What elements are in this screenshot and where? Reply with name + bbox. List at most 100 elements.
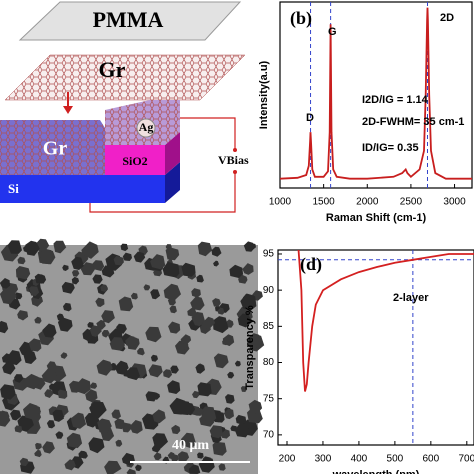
grain — [169, 305, 177, 314]
grain — [75, 378, 91, 395]
grain — [96, 359, 113, 376]
grain — [89, 325, 102, 337]
grain — [150, 254, 166, 270]
grain — [167, 297, 176, 306]
grain — [25, 373, 40, 390]
grain — [64, 459, 76, 471]
grain — [120, 243, 129, 252]
grain — [15, 266, 31, 280]
grain — [137, 347, 145, 356]
grain — [2, 361, 16, 375]
grain — [191, 288, 201, 298]
grain — [90, 382, 98, 389]
grain — [122, 252, 132, 261]
grain — [197, 382, 212, 397]
grain — [130, 292, 138, 300]
plot-frame — [279, 1, 473, 189]
vbias-label: VBias — [218, 153, 249, 167]
y-tick-label: 80 — [263, 357, 275, 368]
grain — [240, 294, 257, 311]
grain — [217, 307, 225, 315]
grain — [101, 310, 115, 324]
grain — [41, 368, 58, 384]
grain — [80, 451, 88, 459]
grain — [0, 278, 10, 289]
grain — [85, 389, 98, 403]
grain — [243, 241, 255, 252]
grain — [52, 409, 64, 422]
x-tick-label: 300 — [315, 454, 332, 465]
pmma-layer — [18, 1, 242, 41]
grain — [237, 313, 252, 328]
grain — [14, 425, 23, 433]
grain — [113, 255, 124, 266]
grain — [196, 274, 204, 283]
grain — [25, 240, 40, 256]
grain — [6, 350, 22, 366]
grain — [55, 431, 64, 439]
grain — [70, 412, 87, 429]
arrow-head — [63, 106, 73, 114]
grain — [197, 241, 213, 257]
grain — [170, 365, 179, 374]
gr-device-label: Gr — [43, 138, 68, 160]
grain — [92, 260, 105, 271]
grain — [100, 284, 108, 292]
grain — [14, 374, 24, 383]
grain — [218, 463, 226, 471]
grain — [213, 353, 229, 369]
grain — [129, 420, 143, 434]
sio2-block — [105, 145, 165, 175]
x-tick-label: 2500 — [400, 197, 423, 208]
si-side — [165, 162, 180, 203]
grain — [163, 369, 173, 379]
grain — [28, 338, 42, 352]
grain — [34, 449, 42, 458]
annotation: I2D/IG = 1.14 — [362, 94, 429, 106]
grain — [187, 307, 197, 318]
grain — [61, 281, 75, 294]
grain — [23, 403, 39, 420]
grain — [66, 432, 83, 449]
x-tick-label: 700 — [458, 454, 474, 465]
panel-label: (b) — [290, 8, 312, 29]
x-tick-label: 400 — [351, 454, 368, 465]
grain — [197, 452, 204, 459]
sem-image — [0, 238, 265, 474]
x-axis-label: Raman Shift (cm-1) — [326, 212, 427, 224]
x-tick-label: 200 — [279, 454, 296, 465]
grain — [202, 410, 209, 417]
grain — [170, 454, 179, 462]
y-axis-label: Transparency % — [244, 305, 256, 390]
annotation: 2D — [440, 12, 454, 24]
grain — [211, 246, 222, 257]
grain — [135, 464, 142, 472]
y-tick-label: 95 — [263, 249, 275, 260]
grain — [17, 256, 26, 265]
x-tick-label: 1000 — [269, 197, 292, 208]
x-axis-label: wavelength (nm) — [332, 469, 420, 474]
y-tick-label: 85 — [263, 321, 275, 332]
grain — [198, 456, 215, 473]
x-tick-label: 600 — [423, 454, 440, 465]
y-axis-label: Intensity(a.u) — [258, 60, 270, 129]
grain — [133, 251, 146, 263]
grain — [7, 240, 22, 254]
grain — [171, 424, 181, 435]
grain — [34, 273, 45, 284]
grain — [145, 391, 158, 402]
x-tick-label: 500 — [387, 454, 404, 465]
grain — [39, 248, 56, 265]
grain — [229, 264, 244, 279]
grain — [240, 386, 248, 392]
panel-label: (d) — [300, 254, 322, 275]
grain — [62, 264, 69, 271]
grain — [49, 383, 57, 391]
x-tick-label: 3000 — [443, 197, 466, 208]
si-label: Si — [8, 181, 19, 196]
grain — [125, 335, 137, 348]
charts: 1000 1500 2000 2500 3000 (b) Raman Shift (cm-1… — [244, 1, 474, 474]
grain — [180, 334, 192, 345]
grain — [29, 286, 40, 296]
